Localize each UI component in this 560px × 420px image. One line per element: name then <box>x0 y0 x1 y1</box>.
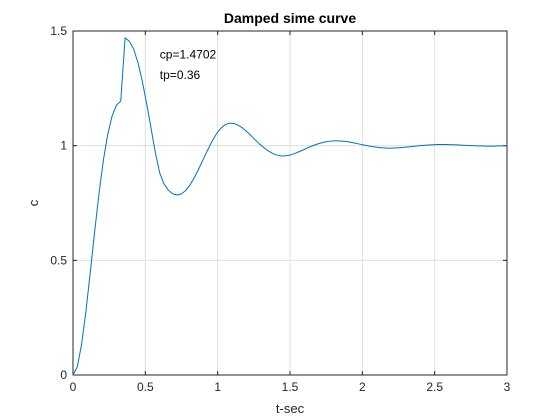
series-line <box>72 37 507 376</box>
annotations: cp=1.4702 tp=0.36 <box>160 48 217 83</box>
y-tick-label: 0 <box>60 368 67 382</box>
x-tick-label: 2.5 <box>426 380 443 394</box>
x-axis-label: t-sec <box>276 401 305 416</box>
chart-title: Damped sime curve <box>224 10 356 26</box>
x-tick-label: 2 <box>359 380 366 394</box>
x-tick-label: 0.5 <box>137 380 154 394</box>
x-tick-label: 0 <box>70 380 77 394</box>
y-tick-label: 0.5 <box>50 253 67 267</box>
y-axis-label: c <box>26 199 41 206</box>
annotation-text: cp=1.4702 <box>160 48 217 62</box>
annotation-text: tp=0.36 <box>160 68 201 82</box>
plot-area <box>72 37 507 376</box>
x-tick-label: 1.5 <box>282 380 299 394</box>
x-tick-label: 3 <box>504 380 511 394</box>
y-tick-label: 1 <box>60 139 67 153</box>
y-tick-label: 1.5 <box>50 24 67 38</box>
x-tick-label: 1 <box>214 380 221 394</box>
